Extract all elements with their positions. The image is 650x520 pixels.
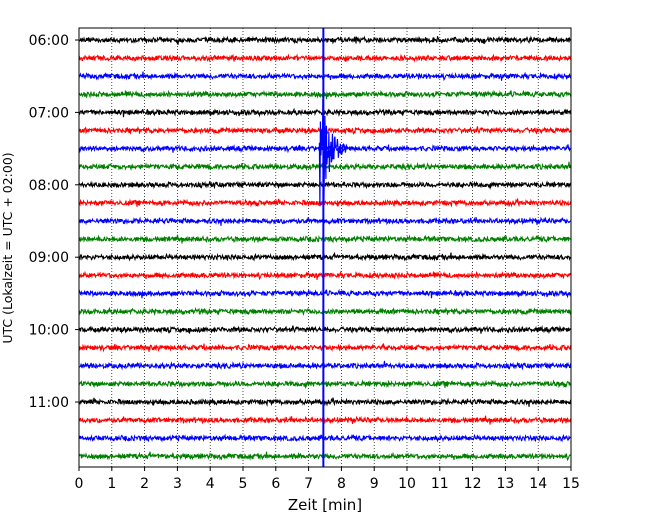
y-tick-label: 08:00 [29,178,69,194]
x-tick-label: 10 [398,476,416,492]
x-tick-label: 7 [304,476,313,492]
x-tick-label: 4 [206,476,215,492]
y-tick-label: 11:00 [29,395,69,411]
trace-line [78,53,572,63]
y-tick-label: 10:00 [29,323,69,339]
trace-line [78,433,572,443]
y-tick-label: 07:00 [29,105,69,121]
x-tick-label: 12 [464,476,482,492]
trace-line [78,161,572,172]
trace-line [78,107,572,118]
x-tick-label: 5 [239,476,248,492]
x-tick-label: 8 [337,476,346,492]
x-tick-label: 13 [496,476,514,492]
y-axis-ticks: 06:00 07:00 08:00 09:00 10:00 11:00 [29,33,79,411]
trace-line [78,252,572,262]
x-tick-label: 6 [271,476,280,492]
trace-line [78,451,572,462]
x-axis-label: Zeit [min] [288,496,362,514]
plot-frame [78,27,572,468]
trace-line [78,216,572,226]
trace-line [78,234,572,244]
x-tick-label: 15 [562,476,580,492]
trace-line [78,35,572,45]
x-tick-label: 3 [173,476,182,492]
trace-line [78,360,572,371]
event-group [318,28,348,467]
trace-group [78,35,572,462]
x-tick-label: 2 [140,476,149,492]
x-tick-label: 11 [431,476,449,492]
y-axis-label: UTC (Lokalzeit = UTC + 02:00) [0,152,15,343]
event-signal [318,98,348,207]
trace-line [78,270,572,281]
trace-line [78,415,572,425]
trace-line [78,306,572,317]
trace-line [78,180,572,190]
trace-line [78,198,572,208]
x-axis-ticks: 0 1 2 3 4 5 6 7 8 9 10 11 12 13 14 15 [75,467,580,492]
trace-line [78,343,572,353]
x-tick-label: 1 [107,476,116,492]
y-tick-label: 06:00 [29,33,69,49]
x-tick-label: 14 [529,476,547,492]
y-tick-label: 09:00 [29,250,69,266]
trace-line [78,288,572,299]
trace-line [78,325,572,335]
trace-line [78,71,572,82]
x-tick-label: 0 [75,476,84,492]
grid-lines [111,28,539,467]
trace-line [78,379,572,390]
trace-line [78,89,572,100]
trace-line [78,397,572,407]
x-tick-label: 9 [370,476,379,492]
